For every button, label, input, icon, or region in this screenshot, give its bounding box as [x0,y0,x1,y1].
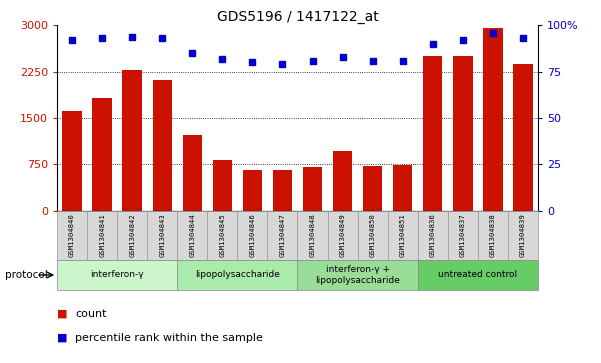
Text: lipopolysaccharide: lipopolysaccharide [195,270,280,280]
Text: GSM1304836: GSM1304836 [430,213,436,257]
Bar [93,98,112,211]
Bar [57,211,87,260]
Text: GSM1304850: GSM1304850 [370,213,376,257]
Bar [418,211,448,260]
Bar [297,260,418,290]
Bar [153,80,172,211]
Bar [57,260,177,290]
Bar [358,211,388,260]
Bar [513,64,532,211]
Bar [183,135,202,211]
Text: GSM1304843: GSM1304843 [159,213,165,257]
Text: interferon-γ: interferon-γ [90,270,144,280]
Text: GSM1304837: GSM1304837 [460,213,466,257]
Bar [207,211,237,260]
Bar [363,166,382,211]
Text: GSM1304841: GSM1304841 [99,213,105,257]
Text: count: count [75,309,106,319]
Bar [237,211,267,260]
Text: untreated control: untreated control [438,270,517,280]
Bar [117,211,147,260]
Text: GSM1304842: GSM1304842 [129,213,135,257]
Text: GSM1304838: GSM1304838 [490,213,496,257]
Bar [508,211,538,260]
Bar [328,211,358,260]
Bar [478,211,508,260]
Bar [177,211,207,260]
Text: GSM1304846: GSM1304846 [249,213,255,257]
Text: GSM1304840: GSM1304840 [69,213,75,257]
Bar [388,211,418,260]
Text: GSM1304847: GSM1304847 [279,213,285,257]
Text: ■: ■ [57,309,67,319]
Title: GDS5196 / 1417122_at: GDS5196 / 1417122_at [216,11,379,24]
Bar [147,211,177,260]
Bar [393,166,412,211]
Bar [123,70,142,211]
Bar [63,111,82,211]
Text: interferon-γ +
lipopolysaccharide: interferon-γ + lipopolysaccharide [315,265,400,285]
Bar [483,28,502,211]
Bar [267,211,297,260]
Bar [448,211,478,260]
Bar [243,170,262,211]
Bar [297,211,328,260]
Text: GSM1304849: GSM1304849 [340,213,346,257]
Text: GSM1304839: GSM1304839 [520,213,526,257]
Bar [87,211,117,260]
Bar [418,260,538,290]
Bar [423,56,442,211]
Text: GSM1304851: GSM1304851 [400,213,406,257]
Bar [273,170,292,211]
Bar [333,151,352,211]
Text: GSM1304848: GSM1304848 [310,213,316,257]
Bar [303,167,322,211]
Text: GSM1304845: GSM1304845 [219,213,225,257]
Bar [177,260,297,290]
Bar [213,160,232,211]
Bar [453,56,472,211]
Text: ■: ■ [57,333,67,343]
Text: percentile rank within the sample: percentile rank within the sample [75,333,263,343]
Text: protocol: protocol [5,270,47,280]
Text: GSM1304844: GSM1304844 [189,213,195,257]
